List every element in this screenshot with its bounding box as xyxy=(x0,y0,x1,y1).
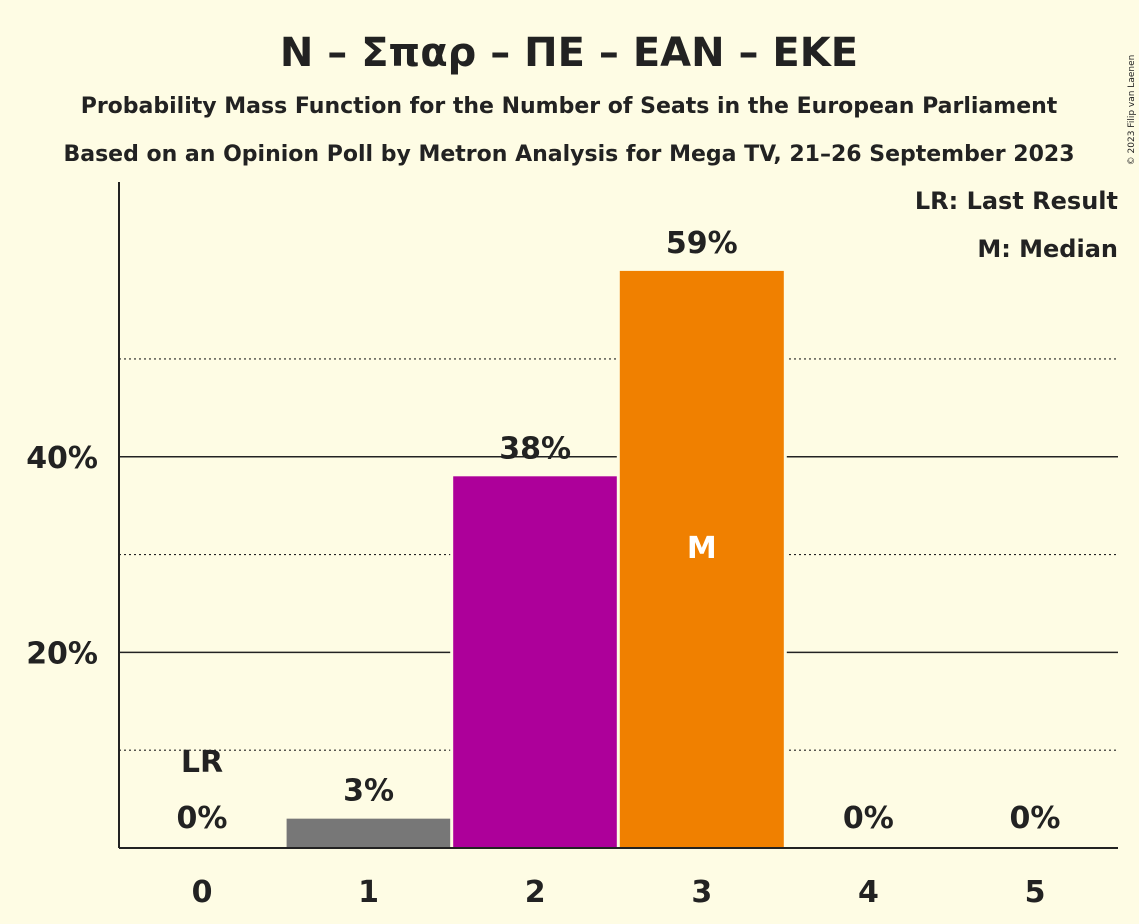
bar-2 xyxy=(453,476,618,848)
chart-title: N – Σπαρ – ΠΕ – ΕΑΝ – ΕΚΕ xyxy=(280,30,858,76)
chart-subtitle-source: Based on an Opinion Poll by Metron Analy… xyxy=(63,142,1074,167)
median-marker: M xyxy=(687,531,717,566)
last-result-marker: LR xyxy=(181,745,223,780)
bar-3 xyxy=(619,270,784,848)
y-tick-label: 40% xyxy=(26,441,98,476)
axes: 20% 40% 0 1 2 3 4 5 xyxy=(26,182,1118,910)
x-tick-label: 3 xyxy=(691,875,712,910)
x-tick-label: 0 xyxy=(192,875,213,910)
copyright-notice: © 2023 Filip van Laenen xyxy=(1127,55,1137,166)
legend-last-result: LR: Last Result xyxy=(915,187,1118,215)
value-label-5: 0% xyxy=(1010,801,1061,836)
x-tick-label: 5 xyxy=(1025,875,1046,910)
x-tick-label: 2 xyxy=(525,875,546,910)
value-label-3: 59% xyxy=(666,226,738,261)
y-tick-label: 20% xyxy=(26,636,98,671)
x-tick-label: 4 xyxy=(858,875,879,910)
value-label-0: 0% xyxy=(177,801,228,836)
data-labels: 0% 3% 38% 59% 0% 0% LR M xyxy=(177,226,1061,836)
value-label-2: 38% xyxy=(499,431,571,466)
chart-subtitle: Probability Mass Function for the Number… xyxy=(81,94,1058,119)
bar-1 xyxy=(286,818,451,848)
value-label-4: 0% xyxy=(843,801,894,836)
legend-median: M: Median xyxy=(977,235,1118,263)
bars xyxy=(283,267,787,848)
value-label-1: 3% xyxy=(343,774,394,809)
x-tick-label: 1 xyxy=(358,875,379,910)
